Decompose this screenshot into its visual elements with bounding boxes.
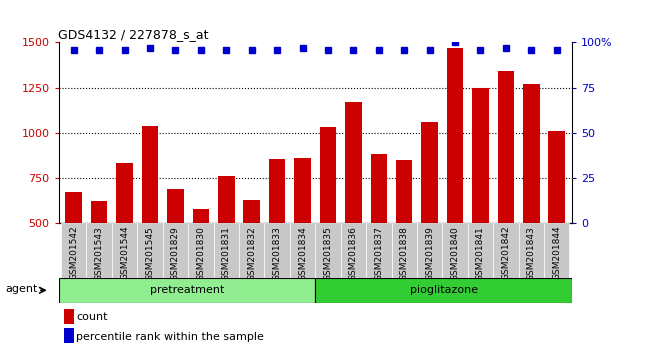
Text: GSM201840: GSM201840 — [450, 226, 460, 280]
Bar — [290, 223, 315, 278]
Bar — [239, 223, 265, 278]
Bar — [443, 223, 468, 278]
Text: GDS4132 / 227878_s_at: GDS4132 / 227878_s_at — [58, 28, 209, 41]
Bar — [112, 223, 137, 278]
Bar — [116, 164, 133, 223]
Text: pioglitazone: pioglitazone — [410, 285, 478, 295]
Bar — [137, 223, 162, 278]
Text: GSM201835: GSM201835 — [324, 226, 332, 281]
Bar — [315, 223, 341, 278]
Bar — [468, 223, 493, 278]
Bar — [417, 223, 443, 278]
Bar — [472, 88, 489, 223]
Text: GSM201545: GSM201545 — [146, 226, 155, 280]
Bar — [523, 84, 540, 223]
Text: percentile rank within the sample: percentile rank within the sample — [76, 332, 264, 342]
Bar — [341, 223, 366, 278]
Bar — [391, 223, 417, 278]
Text: GSM201843: GSM201843 — [527, 226, 536, 280]
Text: GSM201837: GSM201837 — [374, 226, 384, 281]
Bar — [265, 223, 290, 278]
Bar — [519, 223, 544, 278]
Bar — [366, 223, 391, 278]
Bar — [192, 209, 209, 223]
Bar — [58, 278, 315, 303]
Text: GSM201830: GSM201830 — [196, 226, 205, 281]
Text: GSM201842: GSM201842 — [501, 226, 510, 280]
Bar — [64, 329, 74, 343]
Bar — [269, 159, 285, 223]
Text: GSM201542: GSM201542 — [70, 226, 78, 280]
Text: GSM201831: GSM201831 — [222, 226, 231, 281]
Bar — [396, 160, 413, 223]
Bar — [214, 223, 239, 278]
Bar — [218, 176, 235, 223]
Text: GSM201833: GSM201833 — [272, 226, 281, 281]
Bar — [493, 223, 519, 278]
Bar — [315, 278, 572, 303]
Bar — [86, 223, 112, 278]
Text: GSM201841: GSM201841 — [476, 226, 485, 280]
Bar — [244, 200, 260, 223]
Bar — [64, 309, 74, 324]
Text: GSM201543: GSM201543 — [95, 226, 103, 280]
Bar — [447, 48, 463, 223]
Text: GSM201836: GSM201836 — [349, 226, 358, 281]
Bar — [142, 126, 159, 223]
Text: agent: agent — [6, 284, 38, 294]
Bar — [91, 201, 107, 223]
Text: GSM201832: GSM201832 — [247, 226, 256, 280]
Bar — [188, 223, 214, 278]
Text: GSM201838: GSM201838 — [400, 226, 409, 281]
Bar — [549, 131, 565, 223]
Text: count: count — [76, 312, 108, 322]
Bar — [498, 72, 514, 223]
Text: GSM201829: GSM201829 — [171, 226, 180, 280]
Text: pretreatment: pretreatment — [150, 285, 224, 295]
Text: GSM201839: GSM201839 — [425, 226, 434, 281]
Bar — [294, 158, 311, 223]
Bar — [167, 189, 184, 223]
Bar — [320, 127, 336, 223]
Bar — [421, 122, 438, 223]
Text: GSM201844: GSM201844 — [552, 226, 561, 280]
Bar — [66, 192, 82, 223]
Bar — [61, 223, 86, 278]
Bar — [370, 154, 387, 223]
Text: GSM201544: GSM201544 — [120, 226, 129, 280]
Text: GSM201834: GSM201834 — [298, 226, 307, 280]
Bar — [345, 102, 361, 223]
Bar — [544, 223, 569, 278]
Bar — [162, 223, 188, 278]
